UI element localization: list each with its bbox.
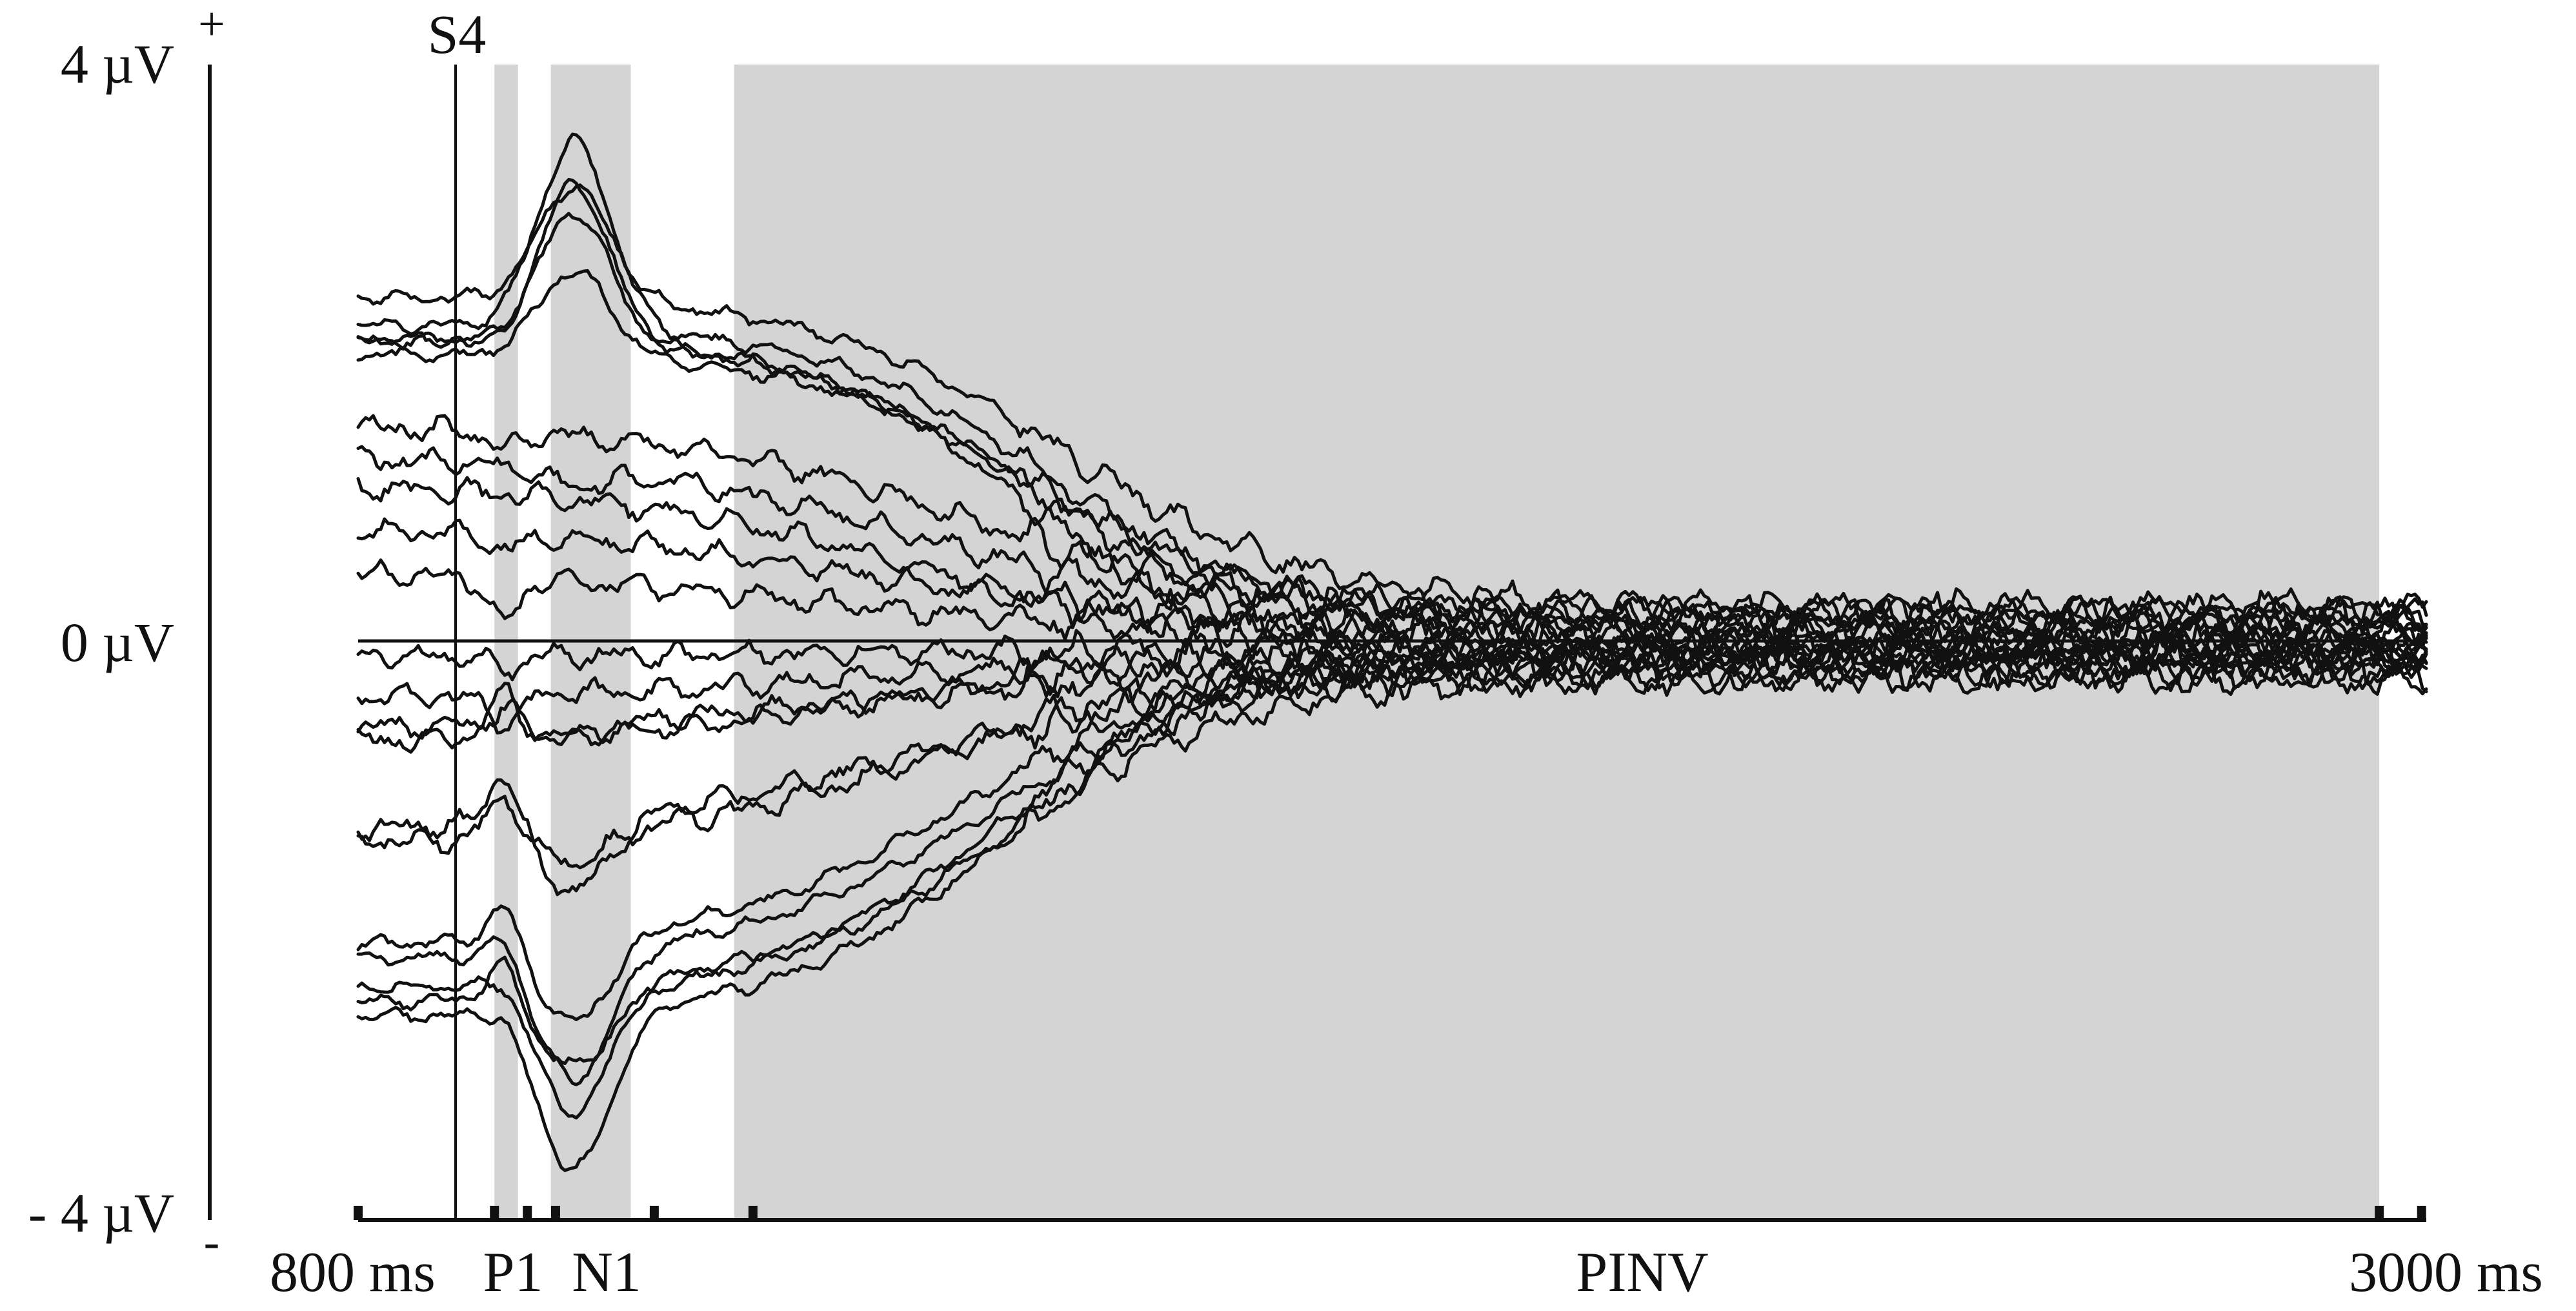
stimulus-label: S4 — [428, 3, 487, 65]
erp-trace-7 — [356, 445, 2428, 645]
x-start-label: 800 ms — [270, 1241, 436, 1304]
x-axis-ticks — [354, 1206, 2426, 1220]
erp-trace-17 — [356, 637, 2428, 1021]
erp-trace-9 — [356, 517, 2428, 653]
erp-trace-20 — [356, 622, 2428, 1172]
y-tick-label-zero: 0 µV — [61, 611, 174, 673]
negative-polarity-sign: - — [204, 1215, 220, 1268]
x-end-label: 3000 ms — [2349, 1241, 2543, 1304]
erp-trace-21 — [356, 660, 2428, 1065]
y-tick-label-bottom: - 4 µV — [28, 1182, 174, 1244]
erp-trace-6 — [356, 414, 2428, 638]
n1-window-label: N1 — [572, 1241, 641, 1304]
erp-trace-18 — [356, 645, 2428, 1086]
positive-polarity-sign: + — [198, 0, 225, 51]
y-tick-label-top: 4 µV — [61, 33, 174, 95]
p1-window-label: P1 — [483, 1241, 543, 1304]
erp-traces — [356, 132, 2428, 1172]
pinv-window-label: PINV — [1576, 1241, 1708, 1304]
